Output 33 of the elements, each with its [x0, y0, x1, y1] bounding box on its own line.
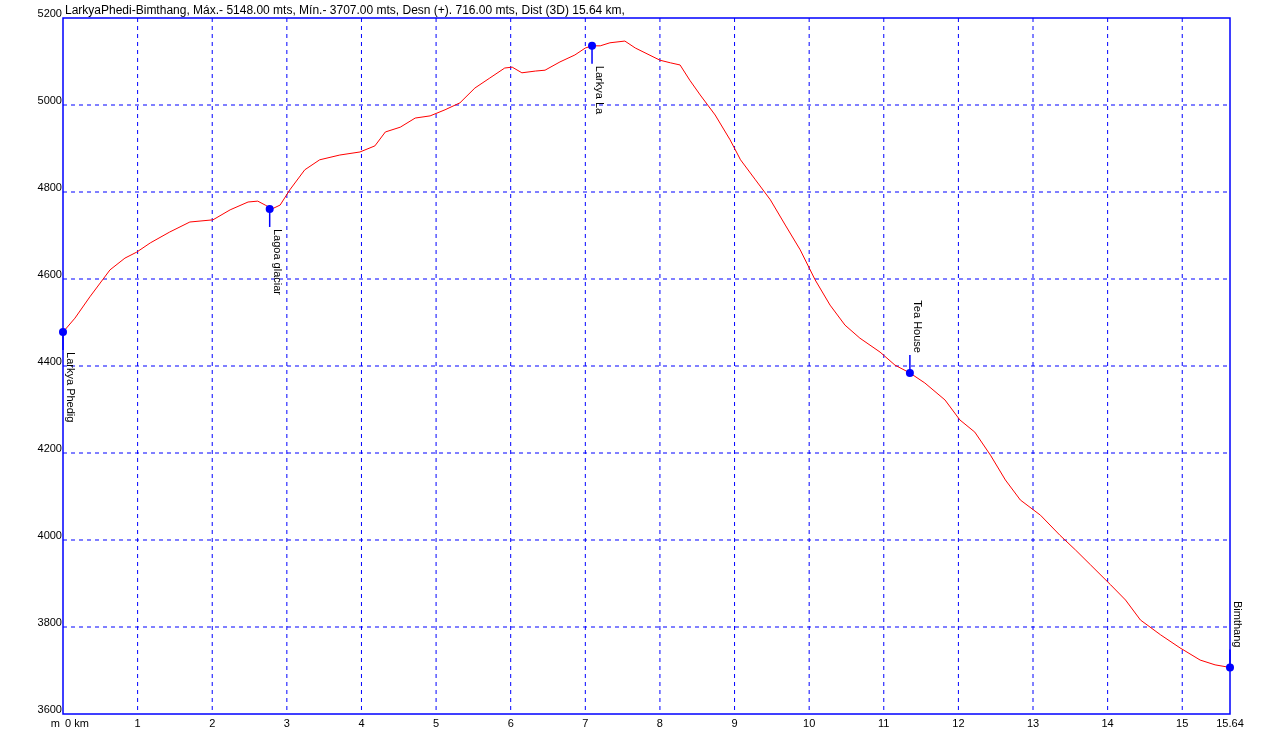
- x-tick-label: 1: [134, 717, 141, 729]
- x-tick-label: 4: [358, 717, 365, 729]
- x-tick-label: 13: [1026, 717, 1040, 729]
- x-tick-label: 2: [209, 717, 216, 729]
- y-tick-label: 5200: [37, 7, 62, 19]
- annotation: Tea House: [911, 300, 924, 353]
- y-tick-label: 4000: [37, 529, 62, 541]
- x-tick-label: 14: [1101, 717, 1114, 729]
- y-tick-label: 5000: [37, 94, 62, 106]
- x-tick-label: 15.64: [1216, 717, 1244, 729]
- y-tick-label: 4800: [37, 181, 62, 193]
- x-tick-label: 10: [803, 717, 816, 729]
- y-tick-label: 4200: [37, 442, 62, 454]
- x-tick-label: 15: [1176, 717, 1189, 729]
- x-tick-label: 9: [731, 717, 738, 729]
- annotation: Larkya Phedig: [65, 352, 77, 423]
- annotation: Larkya La: [594, 65, 607, 116]
- y-tick-label: 3800: [37, 616, 62, 628]
- x-tick-label: 8: [656, 717, 663, 729]
- x-tick-label: 11: [878, 717, 890, 729]
- x-tick-label: 3: [283, 717, 290, 729]
- x-tick-label: 5: [433, 717, 440, 729]
- annotation: Lagoa glaciar: [271, 228, 284, 296]
- y-tick-label: 4400: [37, 355, 62, 367]
- y-tick-label: 3600: [37, 703, 62, 715]
- y-tick-label: 4600: [37, 268, 62, 280]
- chart-title: LarkyaPhedi-Bimthang, Máx.- 5148.00 mts, Mín.- 3707.00 mts, Desn (+). 716.00 mts, Dist (3D) 15.64 km,: [65, 3, 625, 17]
- y-axis-title: m: [50, 717, 60, 729]
- x-tick-label: 6: [507, 717, 514, 729]
- annotation: Bimthang: [1232, 600, 1244, 648]
- x-tick-label: 0 km: [65, 717, 89, 729]
- x-tick-label: 7: [582, 717, 589, 729]
- x-tick-label: 12: [952, 717, 965, 729]
